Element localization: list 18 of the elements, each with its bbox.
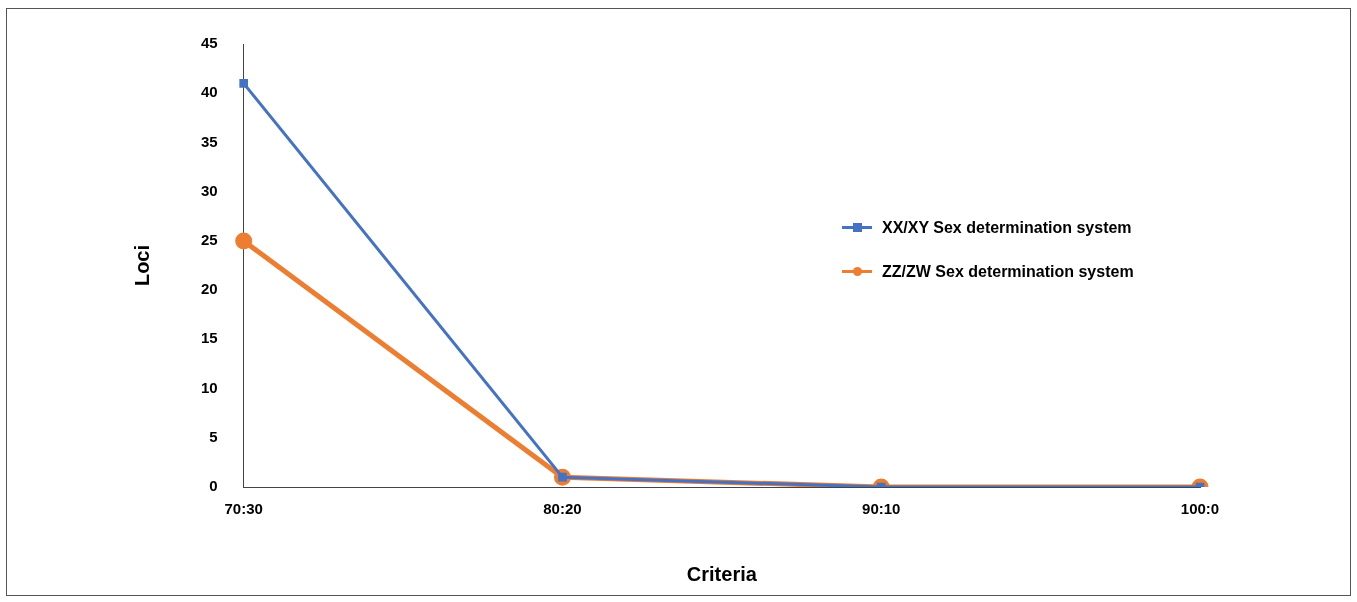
y-tick-label: 25 <box>201 231 218 249</box>
y-tick-label: 15 <box>201 329 218 347</box>
y-tick-label: 5 <box>209 427 218 445</box>
x-axis-title: Criteria <box>686 562 758 585</box>
y-tick-label: 0 <box>209 477 218 495</box>
x-tick-label: 70:30 <box>224 500 263 518</box>
y-tick-label: 10 <box>201 378 218 396</box>
x-tick-label: 80:20 <box>543 500 582 518</box>
y-tick-label: 35 <box>201 132 218 150</box>
y-tick-label: 30 <box>201 181 218 199</box>
y-axis-title: Loci <box>130 244 153 287</box>
x-tick-label: 90:10 <box>862 500 901 518</box>
legend-label: XX/XY Sex determination system <box>882 219 1132 237</box>
x-tick-label: 100:0 <box>1180 500 1220 518</box>
legend-label: ZZ/ZW Sex determination system <box>882 263 1134 281</box>
y-tick-label: 20 <box>201 280 218 298</box>
y-tick-label: 45 <box>201 34 218 52</box>
y-tick-label: 40 <box>201 83 218 101</box>
